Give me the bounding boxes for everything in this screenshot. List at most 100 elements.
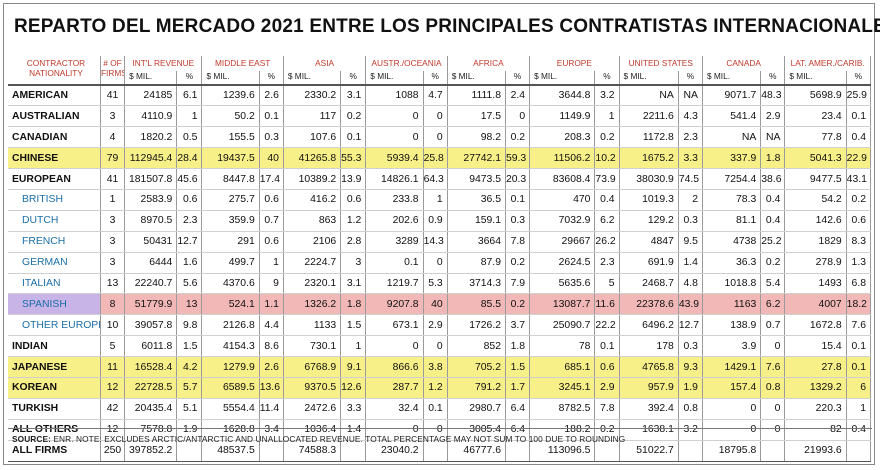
pct-header: % bbox=[259, 71, 284, 86]
mil-value-cell: 470 bbox=[529, 189, 596, 211]
mil-header: $ MIL. bbox=[784, 71, 847, 86]
pct-value-cell: 5 bbox=[594, 273, 620, 295]
mil-value-cell: 9473.5 bbox=[447, 168, 506, 190]
table-row: INDIAN 5 6011.8 1.5 4154.3 8.6 730.1 1 0 0 852 1.8 7… bbox=[8, 335, 872, 358]
mil-value-cell: 1239.6 bbox=[201, 85, 260, 107]
pct-value-cell: 3.7 bbox=[505, 314, 531, 337]
pct-value-cell: 55.3 bbox=[340, 147, 367, 170]
mil-value-cell: 155.5 bbox=[201, 126, 260, 149]
mil-header: $ MIL. bbox=[283, 71, 342, 86]
mil-value-cell: 78 bbox=[529, 335, 596, 358]
pct-value-cell: 1.9 bbox=[176, 419, 203, 441]
region-header: LAT. AMER./CARIB. bbox=[784, 56, 871, 71]
firms-cell: 79 bbox=[100, 147, 126, 170]
mil-header: $ MIL. bbox=[365, 71, 424, 86]
mil-value-cell: 1111.8 bbox=[447, 85, 506, 107]
pct-value-cell: 5.4 bbox=[760, 273, 786, 295]
pct-value-cell: 0 bbox=[760, 398, 786, 420]
pct-value-cell: 0 bbox=[423, 105, 448, 128]
pct-value-cell: 2.3 bbox=[594, 252, 620, 274]
region-header: ASIA bbox=[283, 56, 367, 71]
pct-value-cell: 4.8 bbox=[678, 273, 703, 295]
pct-header: % bbox=[594, 71, 620, 86]
mil-value-cell: 5554.4 bbox=[201, 398, 260, 420]
mil-value-cell: 705.2 bbox=[447, 356, 506, 378]
mil-value-cell: 866.6 bbox=[365, 356, 424, 378]
mil-value-cell: 10389.2 bbox=[283, 168, 342, 190]
mil-value-cell: NA bbox=[619, 85, 679, 107]
pct-value-cell: 1.4 bbox=[340, 419, 367, 441]
mil-value-cell: 233.8 bbox=[365, 189, 424, 211]
pct-header: % bbox=[176, 71, 203, 86]
pct-value-cell: 1.2 bbox=[423, 377, 448, 399]
mil-value-cell: 23040.2 bbox=[365, 440, 424, 462]
pct-header: % bbox=[846, 71, 872, 86]
pct-value-cell: 7.6 bbox=[846, 314, 872, 337]
mil-value-cell: 0.1 bbox=[365, 252, 424, 274]
mil-value-cell: 14826.1 bbox=[365, 168, 424, 190]
pct-value-cell: 13 bbox=[176, 293, 203, 316]
pct-value-cell: 11.6 bbox=[594, 293, 620, 316]
mil-value-cell: 32.4 bbox=[365, 398, 424, 420]
mil-value-cell: 20435.4 bbox=[124, 398, 178, 420]
mil-value-cell: 50.2 bbox=[201, 105, 260, 128]
mil-value-cell: 2468.7 bbox=[619, 273, 679, 295]
mil-value-cell: 77.8 bbox=[784, 126, 847, 149]
mil-value-cell: 275.7 bbox=[201, 189, 260, 211]
mil-value-cell: 1329.2 bbox=[784, 377, 847, 399]
source-note: SOURCE: ENR. NOTE: EXCLUDES ARCTIC/ANTAR… bbox=[12, 434, 625, 444]
pct-value-cell bbox=[760, 440, 786, 462]
mil-value-cell: 36.3 bbox=[702, 252, 762, 274]
pct-value-cell: 0.3 bbox=[678, 335, 703, 358]
mil-value-cell: 2624.5 bbox=[529, 252, 596, 274]
table-row: JAPANESE 11 16528.4 4.2 1279.9 2.6 6768.9 9.1 86… bbox=[8, 356, 872, 378]
pct-value-cell: 0.2 bbox=[594, 419, 620, 441]
pct-value-cell: 6.4 bbox=[505, 398, 531, 420]
pct-value-cell: 3.2 bbox=[594, 85, 620, 107]
pct-value-cell: 2.6 bbox=[259, 85, 284, 107]
mil-value-cell: 1019.3 bbox=[619, 189, 679, 211]
pct-header: % bbox=[678, 71, 703, 86]
mil-value-cell: 6496.2 bbox=[619, 314, 679, 337]
pct-value-cell: 3.3 bbox=[678, 147, 703, 170]
region-header: INT'L REVENUE bbox=[124, 56, 203, 71]
pct-value-cell: 4.2 bbox=[176, 356, 203, 378]
nationality-cell: JAPANESE bbox=[8, 356, 101, 378]
footer-divider bbox=[8, 428, 872, 429]
firms-cell: 41 bbox=[100, 85, 126, 107]
pct-value-cell: 59.3 bbox=[505, 147, 531, 170]
pct-value-cell: 1 bbox=[594, 105, 620, 128]
table-row: TURKISH 42 20435.4 5.1 5554.4 11.4 2472.6 3.3 32… bbox=[8, 398, 872, 420]
table-row: CANADIAN 4 1820.2 0.5 155.5 0.3 107.6 0.1 0 0 98.2… bbox=[8, 126, 872, 149]
nationality-cell: SPANISH bbox=[8, 293, 101, 316]
pct-value-cell: 2.8 bbox=[340, 231, 367, 253]
mil-value-cell: 2472.6 bbox=[283, 398, 342, 420]
nationality-cell: GERMAN bbox=[8, 252, 101, 274]
pct-value-cell: 0.6 bbox=[340, 189, 367, 211]
pct-value-cell: 6.2 bbox=[760, 293, 786, 316]
firms-cell: 11 bbox=[100, 356, 126, 378]
mil-value-cell: 6589.5 bbox=[201, 377, 260, 399]
region-header: EUROPE bbox=[529, 56, 620, 71]
firms-cell: 10 bbox=[100, 314, 126, 337]
mil-value-cell: 1829 bbox=[784, 231, 847, 253]
mil-value-cell: 1149.9 bbox=[529, 105, 596, 128]
pct-value-cell bbox=[594, 440, 620, 462]
pct-value-cell: 1.8 bbox=[340, 293, 367, 316]
nationality-header-line2: NATIONALITY bbox=[29, 68, 83, 78]
firms-cell: 3 bbox=[100, 231, 126, 253]
nationality-cell: DUTCH bbox=[8, 210, 101, 232]
nationality-cell: CANADIAN bbox=[8, 126, 101, 149]
pct-value-cell: 3.4 bbox=[259, 419, 284, 441]
pct-value-cell: 9 bbox=[259, 273, 284, 295]
nationality-header: CONTRACTOR NATIONALITY bbox=[8, 56, 101, 86]
mil-header: $ MIL. bbox=[619, 71, 679, 86]
mil-value-cell: 3245.1 bbox=[529, 377, 596, 399]
pct-value-cell: 1.8 bbox=[505, 335, 531, 358]
pct-value-cell: 0.1 bbox=[846, 356, 872, 378]
mil-value-cell: 852 bbox=[447, 335, 506, 358]
mil-value-cell: 392.4 bbox=[619, 398, 679, 420]
region-header: AUSTR./OCEANIA bbox=[365, 56, 448, 71]
nationality-cell: AMERICAN bbox=[8, 85, 101, 107]
pct-value-cell: 2.6 bbox=[259, 356, 284, 378]
